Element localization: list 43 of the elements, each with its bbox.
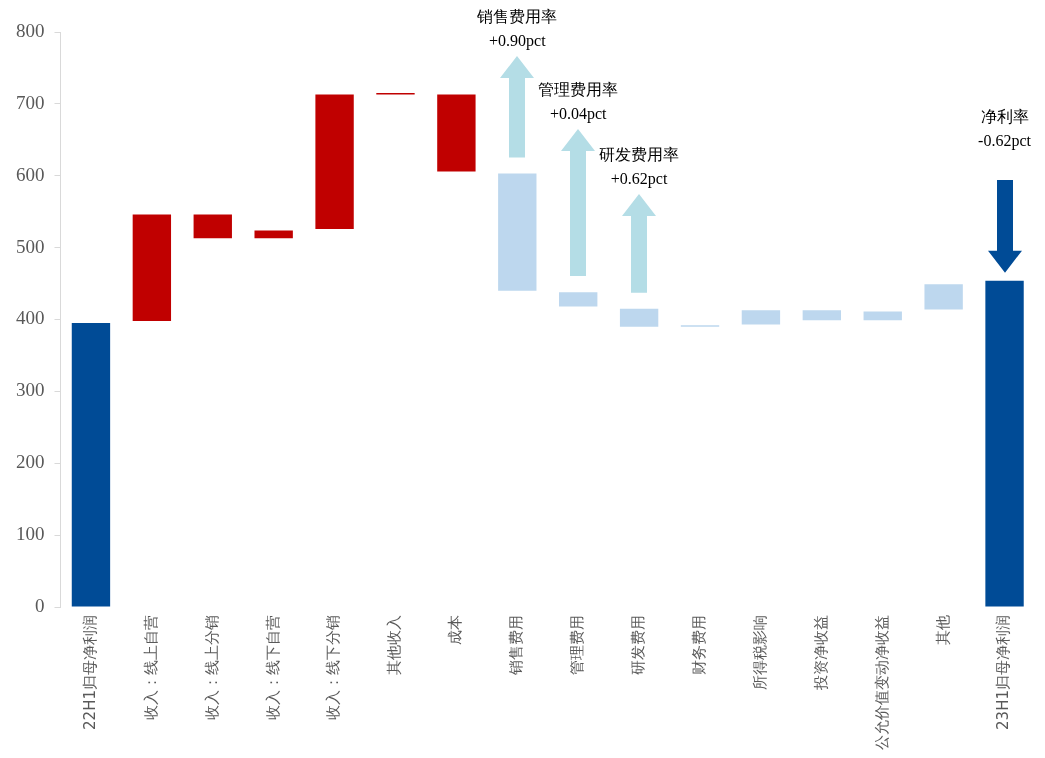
- annotation: 净利率 -0.62pct: [978, 108, 1032, 151]
- annotation: 销售费用率 +0.90pct: [476, 8, 558, 51]
- bar: [132, 214, 172, 321]
- bar: [254, 230, 293, 239]
- y-tick-label: 200: [16, 451, 45, 473]
- y-tick-label: 600: [16, 163, 45, 185]
- x-tick-label: 23H1归母净利润: [994, 615, 1013, 730]
- x-tick-label: 公允价值变动净收益: [872, 615, 891, 750]
- annotation: 研发费用率 +0.62pct: [599, 146, 680, 189]
- bar: [741, 310, 781, 325]
- x-tick-label: 研发费用: [629, 615, 647, 675]
- bar: [985, 280, 1024, 607]
- x-tick-label: 收入：线下分销: [324, 615, 343, 720]
- bar: [802, 310, 842, 321]
- x-tick-label: 收入：线下自营: [263, 615, 282, 720]
- x-tick-label: 投资净收益: [811, 615, 830, 691]
- x-tick-label: 销售费用: [507, 615, 526, 676]
- x-tick-label: 收入：线上分销: [202, 615, 221, 720]
- x-tick-label: 收入：线上自营: [141, 615, 160, 720]
- bar: [315, 94, 354, 229]
- y-tick-label: 400: [16, 307, 45, 329]
- y-tick-label: 100: [16, 523, 45, 545]
- y-tick-label: 300: [16, 379, 45, 401]
- bar: [619, 308, 659, 327]
- y-tick-label: 500: [16, 235, 45, 257]
- bar: [498, 173, 537, 291]
- y-tick-label: 700: [16, 91, 45, 113]
- bar: [863, 311, 902, 321]
- x-tick-label: 财务费用: [689, 615, 708, 675]
- x-tick-label: 成本: [446, 615, 465, 645]
- bar: [559, 292, 598, 307]
- y-tick-label: 0: [35, 594, 45, 616]
- bar: [71, 323, 111, 607]
- bar: [924, 284, 963, 310]
- bar: [193, 214, 232, 239]
- x-tick-label: 其他: [933, 615, 952, 645]
- annotation: 管理费用率 +0.04pct: [538, 81, 619, 124]
- y-tick-label: 800: [16, 19, 45, 41]
- x-tick-label: 管理费用: [568, 615, 587, 675]
- x-tick-label: 所得税影响: [750, 615, 769, 690]
- x-tick-label: 其他收入: [385, 615, 404, 675]
- bar: [437, 94, 476, 172]
- x-tick-label: 22H1归母净利润: [80, 615, 99, 730]
